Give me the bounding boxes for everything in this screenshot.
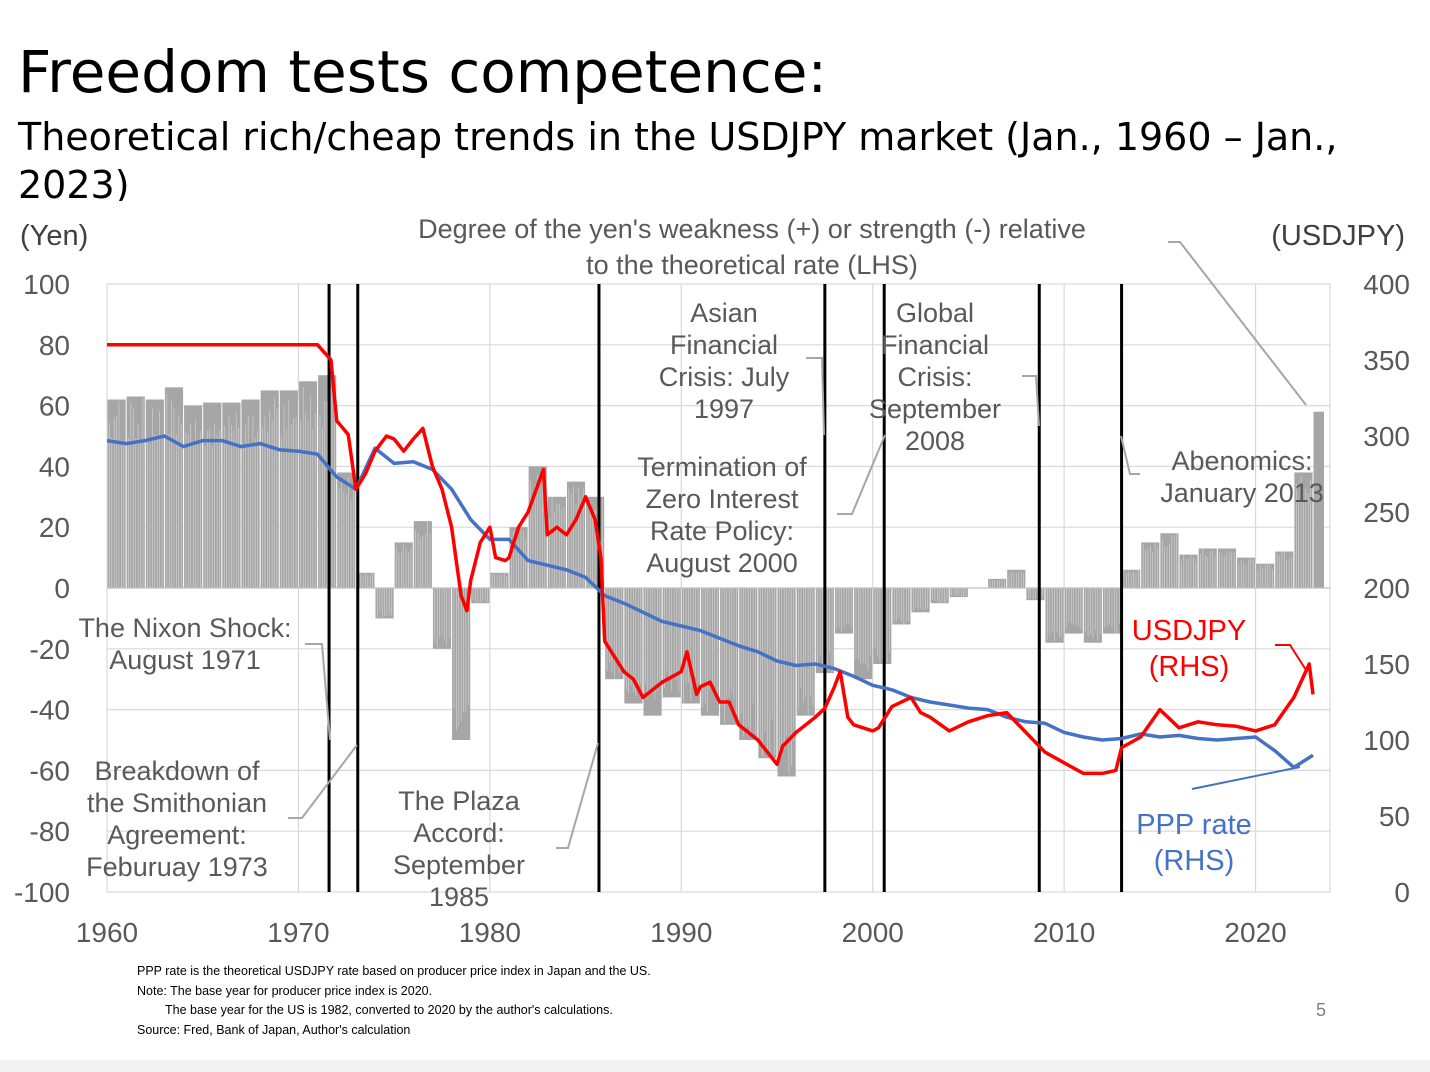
left-tick-label: -60 (30, 755, 70, 786)
event-label: The Plaza Accord: September 1985 (393, 786, 525, 912)
right-tick-label: 400 (1363, 269, 1410, 300)
leader-line (806, 357, 825, 436)
event-lines (327, 284, 1124, 892)
left-tick-label: -20 (30, 634, 70, 665)
event-label: Termination of Zero Interest Rate Policy: A… (637, 452, 807, 578)
chart-title: Degree of the yen's weakness (+) or stre… (418, 214, 1086, 280)
left-tick-label: 0 (54, 573, 70, 604)
x-tick-label: 2020 (1224, 917, 1286, 948)
deviation-bars (106, 375, 1324, 777)
right-tick-label: 0 (1394, 877, 1410, 908)
left-tick-label: 40 (39, 451, 70, 482)
footnote-ppp: PPP rate is the theoretical USDJPY rate … (137, 964, 651, 978)
left-tick-label: -100 (14, 877, 70, 908)
footnotes: PPP rate is the theoretical USDJPY rate … (137, 962, 651, 1040)
leader-line (556, 742, 599, 849)
leader-line (1022, 375, 1040, 427)
event-label: Abenomics: January 2013 (1160, 446, 1324, 508)
left-tick-label: 20 (39, 512, 70, 543)
x-tick-label: 1990 (650, 917, 712, 948)
usdjpy-annotation: USDJPY (RHS) (1132, 615, 1246, 683)
ppp-annotation: PPP rate (RHS) (1136, 809, 1252, 877)
deviation-bar (1313, 411, 1324, 588)
left-tick-label: 100 (23, 269, 70, 300)
footnote-base-year: Note: The base year for producer price i… (137, 983, 433, 998)
event-label: The Nixon Shock: August 1971 (78, 613, 291, 675)
right-tick-label: 150 (1363, 649, 1410, 680)
left-tick-label: -80 (30, 816, 70, 847)
footnote-us-base-year: The base year for the US is 1982, conver… (165, 1003, 613, 1017)
ppp-leader (1191, 766, 1301, 790)
right-tick-label: 350 (1363, 345, 1410, 376)
chart-annotations: Degree of the yen's weakness (+) or stre… (78, 214, 1323, 912)
left-axis-label: (Yen) (20, 220, 88, 252)
right-tick-label: 50 (1379, 801, 1410, 832)
right-tick-label: 100 (1363, 725, 1410, 756)
x-tick-label: 2000 (842, 917, 904, 948)
left-tick-label: 60 (39, 391, 70, 422)
axis-labels: 100806040200-20-40-60-80-100400350300250… (14, 220, 1410, 948)
event-label: Asian Financial Crisis: July 1997 (659, 298, 790, 424)
leader-lines (288, 241, 1307, 849)
x-tick-label: 1970 (267, 917, 329, 948)
leader-line (288, 744, 358, 819)
right-axis-label: (USDJPY) (1271, 220, 1405, 252)
usdjpy-chart: 100806040200-20-40-60-80-100400350300250… (14, 214, 1410, 948)
leader-line (1168, 241, 1307, 406)
left-tick-label: 80 (39, 330, 70, 361)
event-label: Global Financial Crisis: September 2008 (869, 298, 1001, 456)
ppp-rate-line (106, 434, 1314, 770)
page-number: 5 (1316, 1000, 1327, 1020)
right-tick-label: 200 (1363, 573, 1410, 604)
usdjpy-leader (1275, 644, 1307, 671)
x-tick-label: 1960 (76, 917, 138, 948)
usdjpy-line (107, 343, 1315, 776)
x-tick-label: 1980 (459, 917, 521, 948)
right-tick-label: 300 (1363, 421, 1410, 452)
left-tick-label: -40 (30, 695, 70, 726)
leader-line (305, 643, 331, 741)
x-tick-label: 2010 (1033, 917, 1095, 948)
page-subtitle: Theoretical rich/cheap trends in the USD… (18, 115, 1338, 201)
leader-line (1120, 435, 1140, 475)
leader-line (837, 434, 886, 515)
footnote-source: Source: Fred, Bank of Japan, Author's ca… (137, 1022, 411, 1037)
right-tick-label: 250 (1363, 497, 1410, 528)
page-title: Freedom tests competence: (18, 38, 828, 106)
bottom-strip (0, 1060, 1430, 1072)
event-label: Breakdown of the Smithonian Agreement: Febu… (86, 756, 268, 882)
series-lines (106, 343, 1315, 776)
